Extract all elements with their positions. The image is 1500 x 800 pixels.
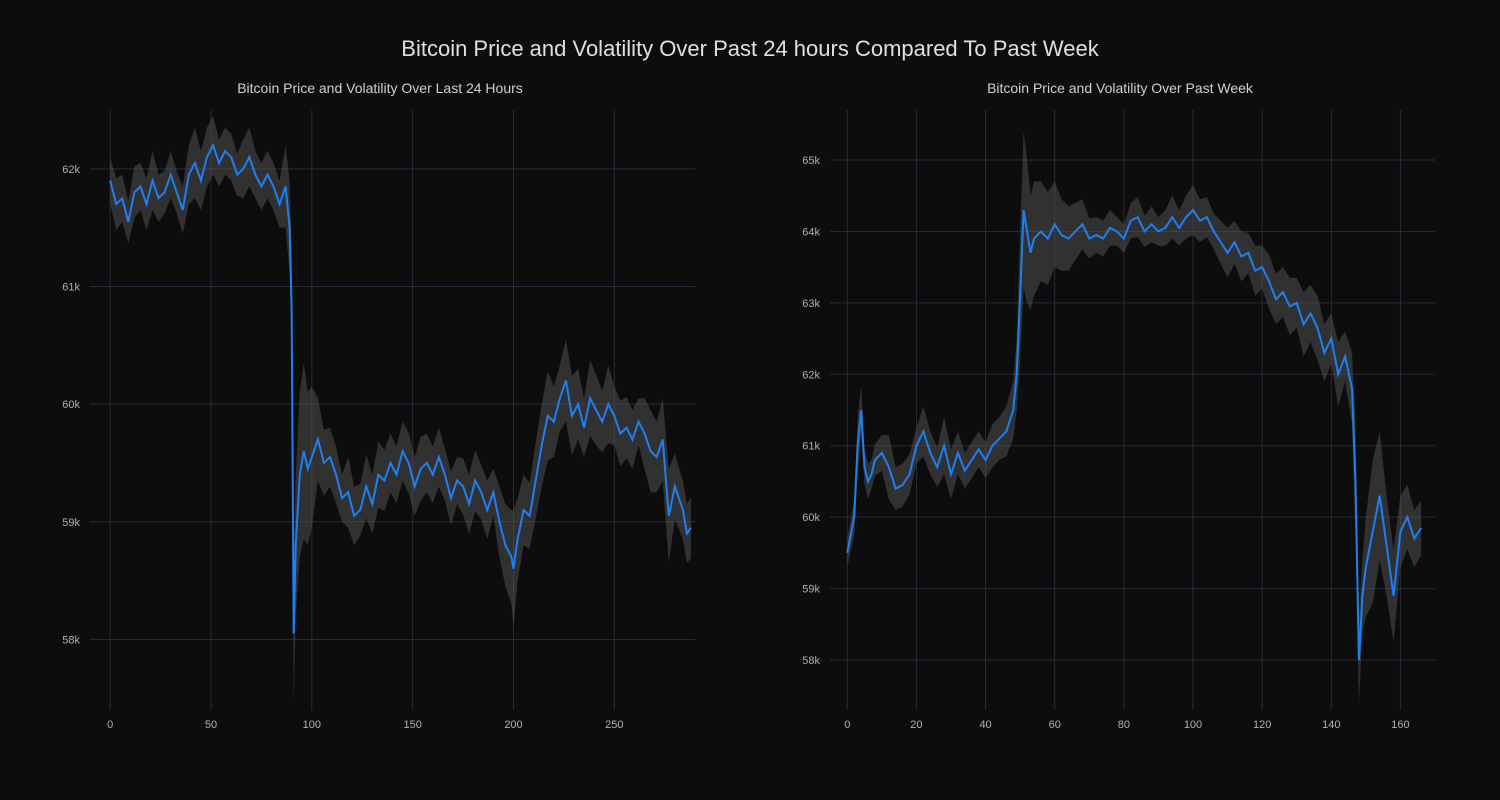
- svg-text:200: 200: [504, 719, 522, 731]
- svg-text:0: 0: [844, 719, 850, 731]
- svg-text:61k: 61k: [802, 441, 820, 453]
- page-title: Bitcoin Price and Volatility Over Past 2…: [0, 0, 1500, 62]
- svg-text:58k: 58k: [62, 634, 80, 646]
- left-chart-title: Bitcoin Price and Volatility Over Last 2…: [60, 80, 700, 96]
- svg-text:150: 150: [403, 719, 421, 731]
- svg-text:62k: 62k: [802, 369, 820, 381]
- svg-text:61k: 61k: [62, 281, 80, 293]
- svg-text:40: 40: [979, 719, 991, 731]
- svg-text:65k: 65k: [802, 155, 820, 167]
- right-chart-title: Bitcoin Price and Volatility Over Past W…: [800, 80, 1440, 96]
- svg-text:63k: 63k: [802, 298, 820, 310]
- svg-text:0: 0: [107, 719, 113, 731]
- svg-text:58k: 58k: [802, 655, 820, 667]
- svg-text:59k: 59k: [802, 584, 820, 596]
- svg-text:20: 20: [910, 719, 922, 731]
- svg-text:60: 60: [1049, 719, 1061, 731]
- svg-text:59k: 59k: [62, 517, 80, 529]
- svg-text:60k: 60k: [62, 399, 80, 411]
- svg-text:62k: 62k: [62, 164, 80, 176]
- svg-text:50: 50: [205, 719, 217, 731]
- svg-text:64k: 64k: [802, 226, 820, 238]
- svg-text:250: 250: [605, 719, 623, 731]
- left-chart-plot: 0 50 100 150 200 250 58k 59k 60k 61k 62k: [60, 100, 700, 740]
- svg-text:100: 100: [303, 719, 321, 731]
- svg-text:60k: 60k: [802, 512, 820, 524]
- svg-text:100: 100: [1184, 719, 1202, 731]
- svg-text:140: 140: [1322, 719, 1340, 731]
- svg-text:80: 80: [1118, 719, 1130, 731]
- right-chart-plot: 0 20 40 60 80 100 120 140 160 58k 59k 60k 61k 62k 63k 6…: [800, 100, 1440, 740]
- svg-text:120: 120: [1253, 719, 1271, 731]
- svg-text:160: 160: [1391, 719, 1409, 731]
